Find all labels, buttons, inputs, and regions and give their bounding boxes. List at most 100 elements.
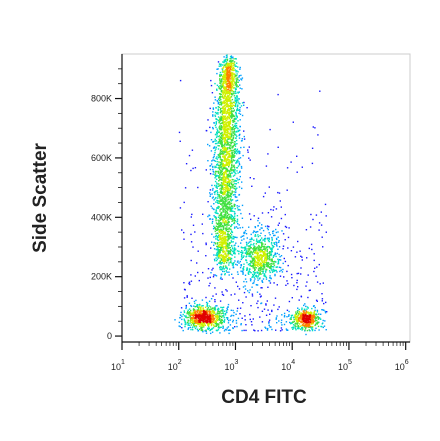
event-point xyxy=(222,82,225,84)
event-point xyxy=(218,202,221,204)
event-point xyxy=(213,153,216,156)
event-point xyxy=(226,111,228,113)
event-point xyxy=(229,146,231,149)
event-point xyxy=(260,245,263,247)
event-point xyxy=(258,241,260,243)
event-point xyxy=(285,226,288,229)
event-point xyxy=(207,326,210,328)
event-point xyxy=(183,310,185,312)
event-point xyxy=(226,318,229,320)
event-point xyxy=(232,149,234,152)
event-point xyxy=(231,238,233,240)
event-point xyxy=(238,134,241,136)
event-point xyxy=(197,314,200,316)
event-point xyxy=(217,326,220,329)
event-point xyxy=(264,250,267,252)
event-point xyxy=(246,261,248,264)
event-point xyxy=(214,184,216,187)
event-point xyxy=(198,309,200,311)
event-point xyxy=(234,99,236,101)
event-point xyxy=(220,139,223,141)
event-point xyxy=(183,315,186,317)
event-point xyxy=(230,66,232,68)
event-point xyxy=(229,237,231,239)
event-point xyxy=(293,318,295,321)
event-point xyxy=(209,168,212,171)
event-point xyxy=(225,204,228,206)
event-point xyxy=(224,72,226,74)
event-point xyxy=(206,308,209,310)
event-point xyxy=(229,68,232,71)
event-point xyxy=(225,148,228,150)
event-point xyxy=(279,330,282,332)
event-point xyxy=(232,83,234,86)
event-point xyxy=(230,90,232,92)
event-point xyxy=(260,266,263,268)
event-point xyxy=(313,259,315,262)
event-point xyxy=(225,266,228,268)
event-point xyxy=(297,307,299,309)
event-point xyxy=(264,257,267,259)
event-point xyxy=(223,330,226,332)
event-point xyxy=(231,208,233,210)
event-point xyxy=(231,77,234,79)
event-point xyxy=(224,186,227,189)
event-point xyxy=(232,101,234,104)
event-point xyxy=(251,260,253,262)
event-point xyxy=(245,324,247,326)
event-point xyxy=(219,81,221,83)
event-point xyxy=(272,256,274,258)
event-point xyxy=(230,113,233,115)
event-point xyxy=(229,210,231,212)
event-point xyxy=(213,324,215,326)
event-point xyxy=(296,171,298,173)
event-point xyxy=(309,313,311,315)
event-point xyxy=(216,316,218,318)
event-point xyxy=(251,257,253,260)
event-point xyxy=(213,155,215,158)
event-point xyxy=(183,297,186,299)
event-point xyxy=(242,302,244,304)
event-point xyxy=(230,185,232,188)
event-point xyxy=(226,141,229,143)
event-point xyxy=(194,310,196,312)
event-point xyxy=(215,170,218,173)
event-point xyxy=(200,326,202,329)
event-point xyxy=(228,65,230,67)
event-point xyxy=(223,76,225,79)
event-point xyxy=(227,109,229,111)
event-point xyxy=(228,198,230,200)
event-point xyxy=(292,324,295,326)
event-point xyxy=(247,242,250,244)
event-point xyxy=(318,222,321,224)
event-point xyxy=(307,307,309,309)
event-point xyxy=(226,80,229,82)
event-point xyxy=(218,128,221,130)
event-point xyxy=(218,88,221,90)
event-point xyxy=(231,124,234,126)
event-point xyxy=(264,225,267,228)
event-point xyxy=(309,318,311,320)
event-point xyxy=(223,133,225,136)
event-point xyxy=(314,320,317,322)
event-point xyxy=(270,268,272,270)
event-point xyxy=(241,204,244,207)
event-point xyxy=(227,86,229,88)
event-point xyxy=(219,158,222,160)
event-point xyxy=(222,116,224,118)
event-point xyxy=(315,322,317,324)
event-point xyxy=(230,234,233,236)
event-point xyxy=(214,172,217,174)
event-point xyxy=(306,324,309,327)
event-point xyxy=(265,270,267,272)
event-point xyxy=(232,66,235,69)
event-point xyxy=(252,251,254,253)
event-point xyxy=(224,158,226,160)
event-point xyxy=(235,313,237,315)
event-point xyxy=(252,267,254,269)
event-point xyxy=(229,147,232,149)
event-point xyxy=(236,167,238,169)
event-point xyxy=(227,106,229,108)
event-point xyxy=(226,183,228,185)
event-point xyxy=(218,63,221,65)
